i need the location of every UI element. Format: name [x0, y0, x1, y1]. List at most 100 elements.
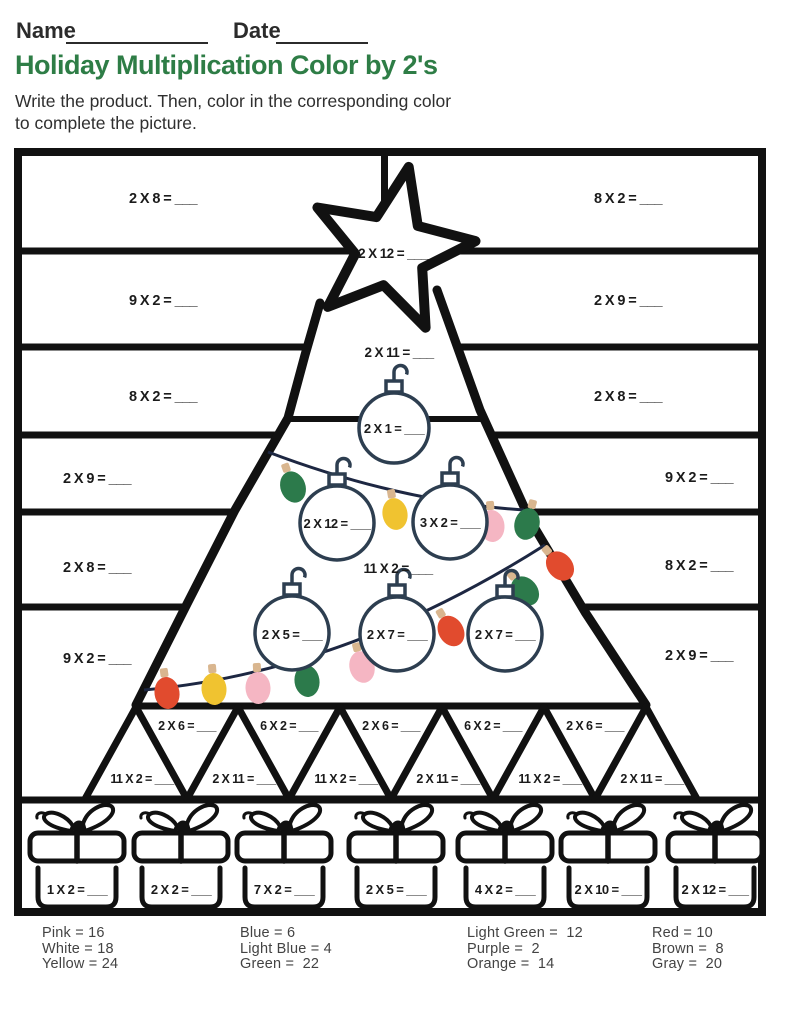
- key-entry: White = 18: [42, 940, 114, 957]
- light-bulb-red: [541, 545, 575, 581]
- problem-left-band: 8 X 2 = ___: [129, 389, 199, 405]
- problem-right-band: 9 X 2 = ___: [665, 470, 735, 486]
- light-bulb-green: [280, 462, 306, 503]
- tree-left-edge: [131, 298, 325, 710]
- problem-triangle: 2 X 11 = ___: [212, 772, 277, 786]
- problem-present: 7 X 2 = ___: [254, 882, 316, 897]
- light-bulbs: [154, 462, 575, 709]
- problem-gap: 2 X 6 = ___: [566, 719, 625, 733]
- light-bulb-green: [514, 499, 540, 540]
- problem-tree-middle: 11 X 2 = ___: [364, 561, 434, 576]
- light-bulb-yellow: [382, 489, 408, 530]
- present: [665, 803, 765, 910]
- key-entry: Red = 10: [652, 925, 713, 941]
- problem-present: 2 X 5 = ___: [366, 882, 428, 897]
- problem-ornament: 3 X 2 = ___: [420, 515, 482, 530]
- problem-present: 2 X 2 = ___: [151, 882, 213, 897]
- ornament: [466, 568, 544, 673]
- ornament: [358, 567, 436, 673]
- light-bulb-yellow: [201, 663, 227, 705]
- present: [27, 803, 127, 910]
- ornament-problems: 2 X 1 = ___ 2 X 12 = ___ 3 X 2 = ___ 2 X…: [262, 421, 537, 642]
- light-bulb-pink: [245, 662, 271, 704]
- instructions-line2: to complete the picture.: [15, 113, 197, 133]
- present: [131, 803, 231, 910]
- key-entry: Brown = 8: [652, 940, 724, 957]
- problem-ornament: 2 X 7 = ___: [475, 627, 537, 642]
- problem-ornament: 2 X 1 = ___: [364, 421, 426, 436]
- problem-left-band: 9 X 2 = ___: [63, 651, 133, 667]
- instructions: Write the product. Then, color in the co…: [15, 90, 451, 134]
- ornament: [357, 363, 431, 465]
- key-entry: Light Blue = 4: [240, 940, 332, 957]
- ornament: [298, 456, 376, 562]
- problem-gap: 2 X 6 = ___: [158, 719, 217, 733]
- problem-right-band: 2 X 9 = ___: [665, 648, 735, 664]
- color-key-column-3: Light Green = 12 Purple = 2 Orange = 14: [467, 925, 583, 973]
- key-entry: Green = 22: [240, 956, 320, 972]
- problem-left-band: 2 X 8 = ___: [63, 560, 133, 576]
- triangle-problems: 11 X 2 = ___ 2 X 11 = ___ 11 X 2 = ___ 2…: [110, 772, 686, 786]
- present-problems: 1 X 2 = ___ 2 X 2 = ___ 7 X 2 = ___ 2 X …: [47, 882, 751, 897]
- light-bulb-red: [154, 667, 180, 709]
- color-key-column-4: Red = 10 Brown = 8 Gray = 20: [652, 925, 724, 973]
- present: [234, 803, 334, 910]
- key-entry: Pink = 16: [42, 925, 105, 941]
- problem-triangle: 2 X 11 = ___: [620, 772, 685, 786]
- present: [455, 803, 555, 910]
- skirt-triangle: [387, 703, 497, 803]
- presents: [27, 803, 765, 910]
- skirt-triangle: [489, 703, 599, 803]
- key-entry: Light Green = 12: [467, 925, 583, 941]
- key-entry: Purple = 2: [467, 940, 540, 957]
- problem-right-band: 8 X 2 = ___: [665, 558, 735, 574]
- tree-skirt-triangles: [81, 703, 701, 803]
- star-shape: [312, 161, 481, 333]
- date-label: Date: [233, 18, 281, 43]
- problem-ornament: 2 X 7 = ___: [367, 627, 429, 642]
- problem-triangle: 2 X 11 = ___: [416, 772, 481, 786]
- problem-triangle: 11 X 2 = ___: [518, 772, 583, 786]
- band-problems-right: 8 X 2 = ___ 2 X 9 = ___ 2 X 8 = ___ 9 X …: [594, 191, 735, 664]
- problem-present: 4 X 2 = ___: [475, 882, 537, 897]
- band-problems-left: 2 X 8 = ___ 9 X 2 = ___ 8 X 2 = ___ 2 X …: [63, 191, 199, 667]
- problem-present: 2 X 10 = ___: [575, 882, 643, 897]
- color-key-column-1: Pink = 16 White = 18 Yellow = 24: [42, 925, 119, 973]
- problem-right-band: 2 X 9 = ___: [594, 293, 664, 309]
- problem-gap: 6 X 2 = ___: [464, 719, 523, 733]
- skirt-triangle: [591, 703, 701, 803]
- problem-present: 2 X 12 = ___: [682, 882, 750, 897]
- problem-ornament: 2 X 5 = ___: [262, 627, 324, 642]
- problem-triangle: 11 X 2 = ___: [314, 772, 379, 786]
- skirt-triangle: [183, 703, 293, 803]
- light-string-lower: [143, 543, 546, 692]
- problem-gap: 6 X 2 = ___: [260, 719, 319, 733]
- gap-problems: 2 X 6 = ___ 6 X 2 = ___ 2 X 6 = ___ 6 X …: [158, 719, 626, 733]
- present: [558, 803, 658, 910]
- key-entry: Yellow = 24: [42, 956, 119, 972]
- key-entry: Blue = 6: [240, 925, 296, 941]
- instructions-line1: Write the product. Then, color in the co…: [15, 91, 452, 111]
- color-key-column-2: Blue = 6 Light Blue = 4 Green = 22: [240, 925, 332, 973]
- problem-gap: 2 X 6 = ___: [362, 719, 421, 733]
- problem-left-band: 2 X 9 = ___: [63, 471, 133, 487]
- name-blank-line: [66, 42, 208, 44]
- problem-ornament: 2 X 12 = ___: [304, 516, 372, 531]
- problem-right-band: 8 X 2 = ___: [594, 191, 664, 207]
- problem-right-band: 2 X 8 = ___: [594, 389, 664, 405]
- key-entry: Orange = 14: [467, 956, 555, 972]
- light-bulb-red: [435, 608, 465, 647]
- key-entry: Gray = 20: [652, 956, 723, 972]
- problem-triangle: 11 X 2 = ___: [110, 772, 175, 786]
- date-blank-line: [276, 42, 368, 44]
- ornament: [253, 566, 331, 672]
- skirt-triangle: [81, 703, 191, 803]
- problem-star: 2 X 12 = ___: [358, 246, 429, 261]
- problem-present: 1 X 2 = ___: [47, 882, 109, 897]
- problem-tree-upper: 2 X 11 = ___: [365, 345, 435, 360]
- name-label: Name: [16, 18, 76, 43]
- problem-left-band: 2 X 8 = ___: [129, 191, 199, 207]
- skirt-triangle: [285, 703, 395, 803]
